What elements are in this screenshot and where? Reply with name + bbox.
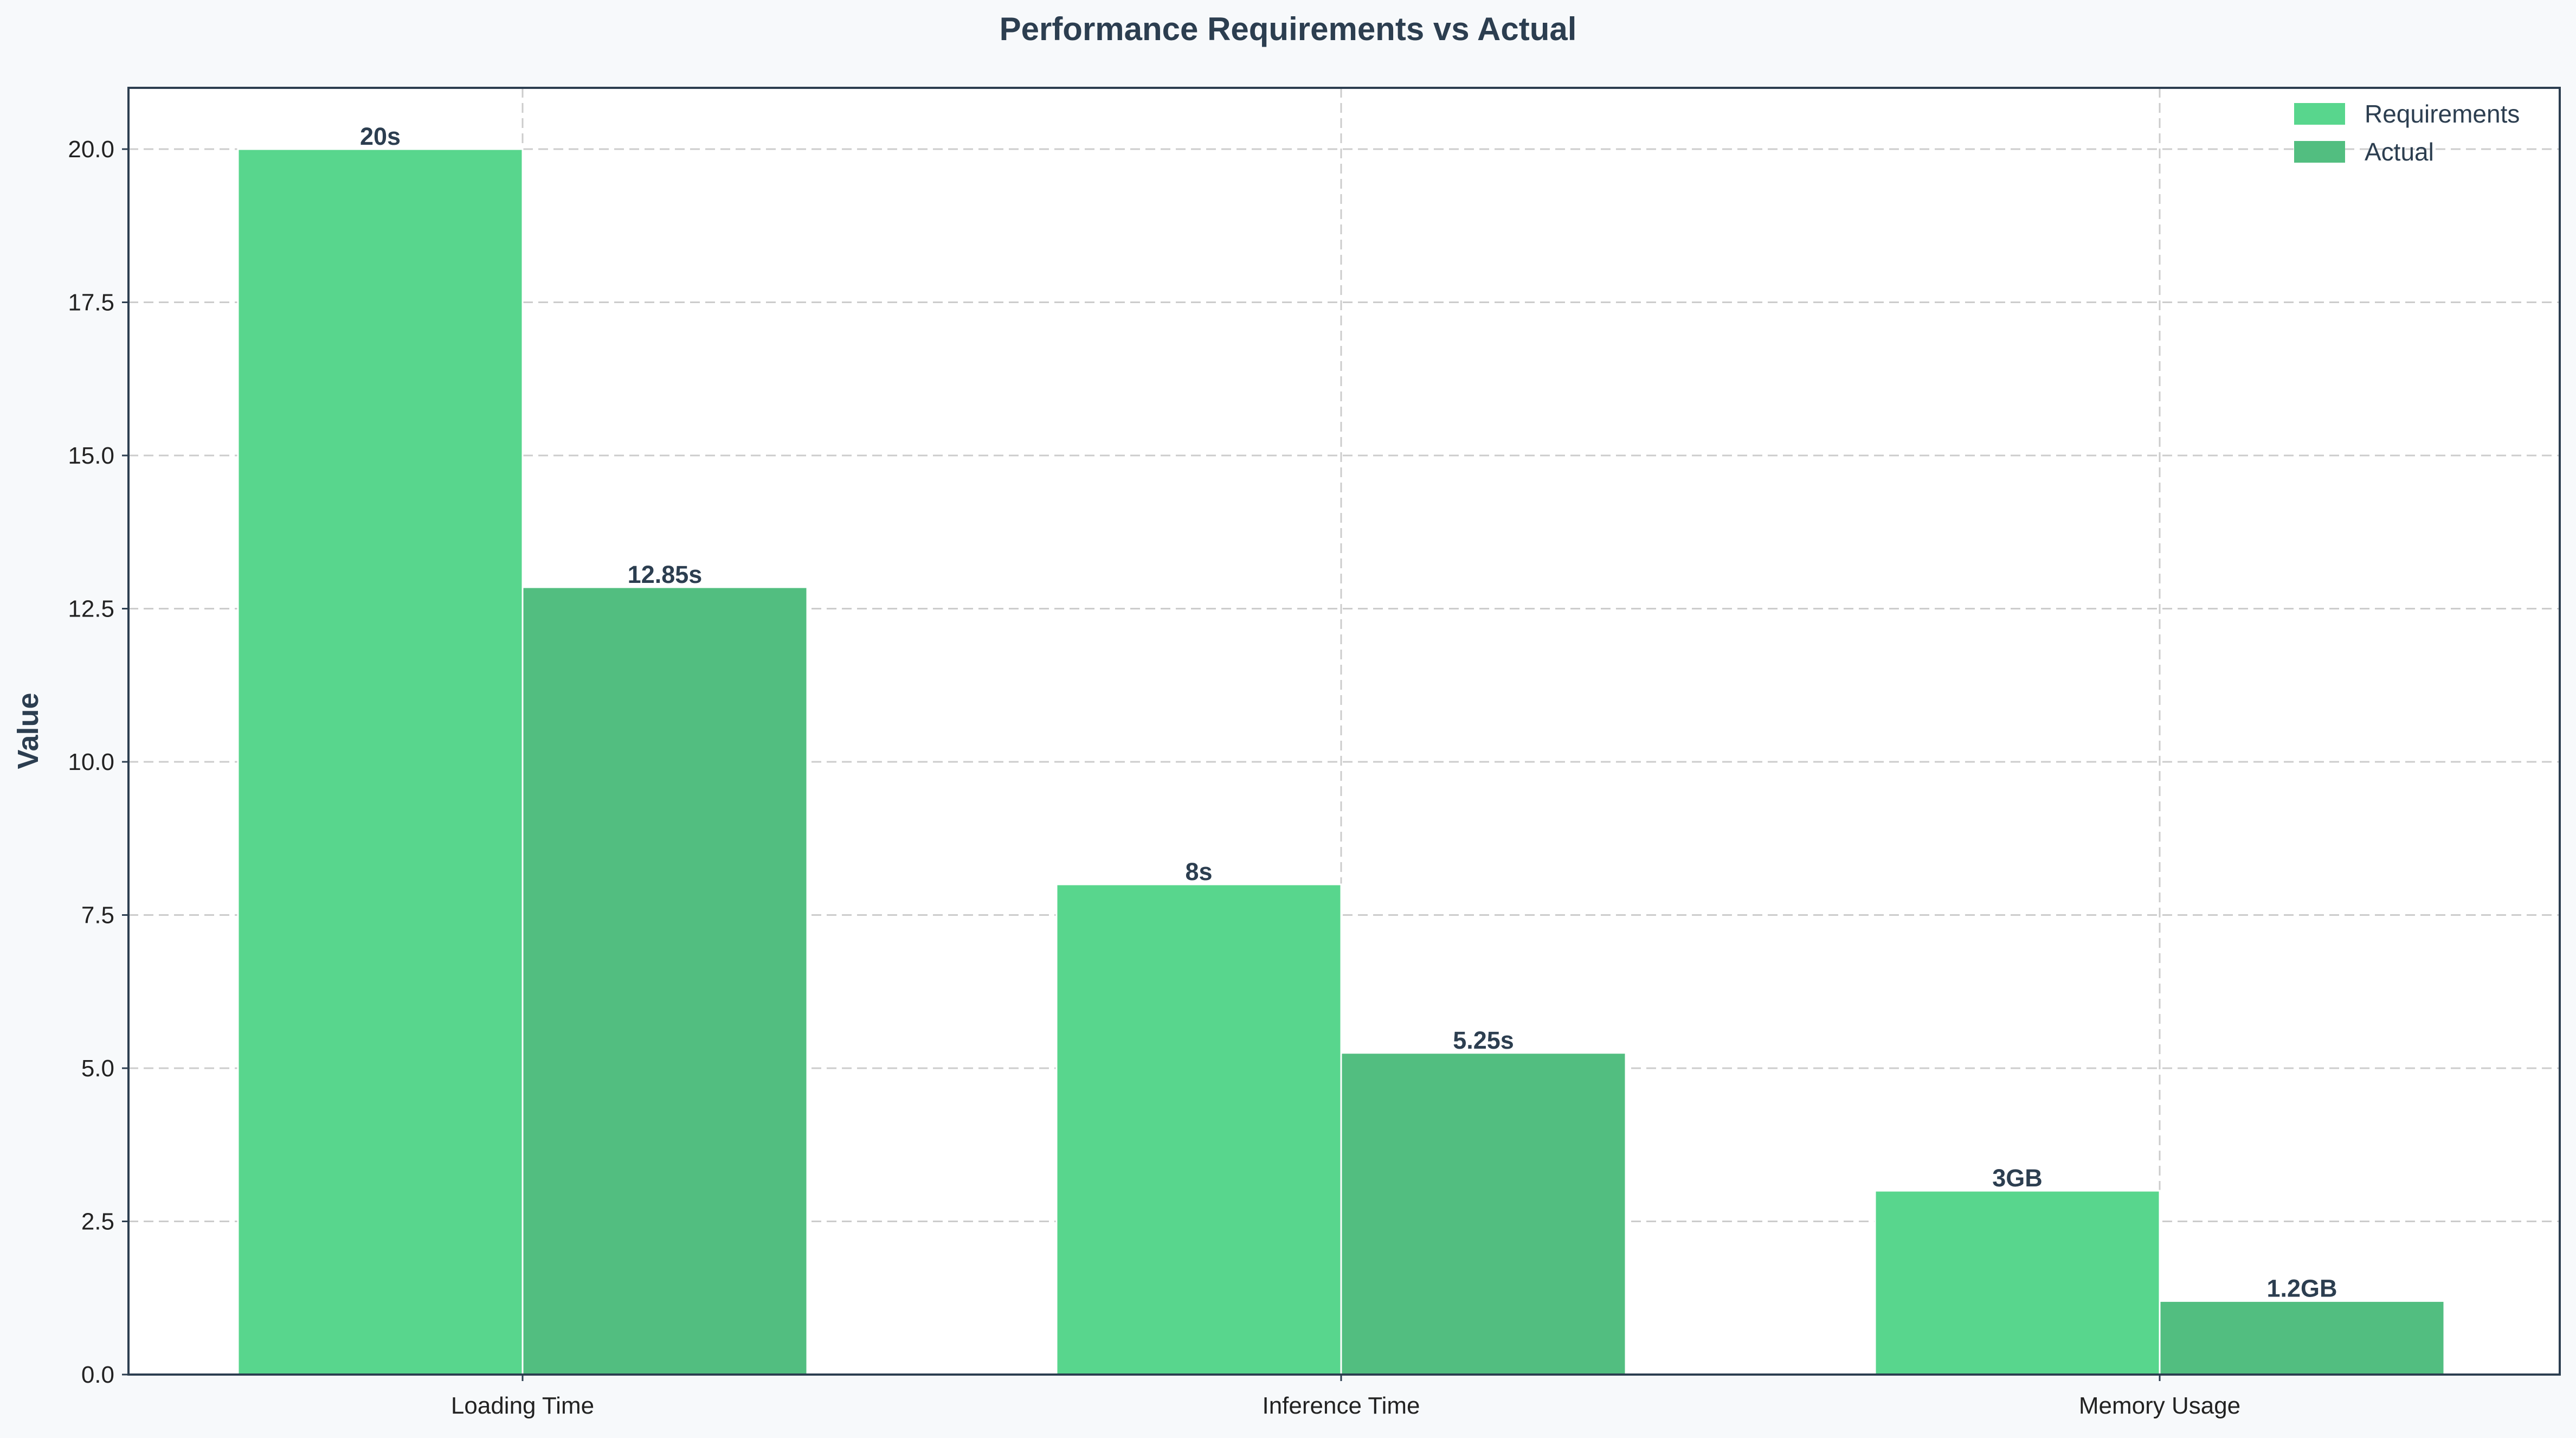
chart-title: Performance Requirements vs Actual <box>1000 11 1577 47</box>
y-tick-label: 0.0 <box>81 1362 114 1388</box>
y-tick-label: 7.5 <box>81 902 114 929</box>
legend-label-actual: Actual <box>2365 138 2434 166</box>
bar-actual-memory-usage <box>2159 1300 2445 1376</box>
y-tick-label: 12.5 <box>68 596 114 622</box>
y-tick-label: 5.0 <box>81 1055 114 1082</box>
legend-swatch-actual <box>2294 141 2345 163</box>
plot-area: 20s 12.85s 8s 5.25s 3GB 1.2GB 0.0 2.5 5.0 7.5 10.… <box>68 87 2561 1419</box>
legend-swatch-requirements <box>2294 103 2345 125</box>
x-tick-label: Loading Time <box>451 1392 594 1419</box>
y-tick-label: 20.0 <box>68 136 114 163</box>
y-tick-label: 10.0 <box>68 749 114 775</box>
x-axis-ticks: Loading Time Inference Time Memory Usage <box>451 1375 2240 1419</box>
y-axis-label: Value <box>12 692 44 769</box>
y-tick-label: 2.5 <box>81 1209 114 1235</box>
x-tick-label: Inference Time <box>1262 1392 1420 1419</box>
legend: Requirements Actual <box>2294 100 2520 166</box>
bar-requirements-memory-usage <box>1874 1190 2161 1376</box>
data-label: 3GB <box>1992 1164 2043 1192</box>
value-labels: 20s 12.85s 8s 5.25s 3GB 1.2GB <box>360 123 2337 1302</box>
data-label: 8s <box>1185 858 1212 885</box>
x-tick-label: Memory Usage <box>2079 1392 2240 1419</box>
bar-requirements-inference-time <box>1055 883 1342 1376</box>
y-axis-ticks: 0.0 2.5 5.0 7.5 10.0 12.5 15.0 17.5 20.0 <box>68 136 128 1388</box>
data-label: 12.85s <box>628 561 703 588</box>
y-tick-label: 17.5 <box>68 290 114 316</box>
bar-requirements-loading-time <box>237 148 524 1376</box>
bar-actual-loading-time <box>521 586 808 1376</box>
data-label: 1.2GB <box>2266 1274 2337 1302</box>
plot-frame <box>127 87 2561 1376</box>
legend-label-requirements: Requirements <box>2365 100 2520 128</box>
data-label: 20s <box>360 123 401 150</box>
data-label: 5.25s <box>1453 1026 1514 1054</box>
bar-actual-inference-time <box>1340 1052 1627 1376</box>
y-tick-label: 15.0 <box>68 442 114 469</box>
bars <box>237 148 2445 1376</box>
